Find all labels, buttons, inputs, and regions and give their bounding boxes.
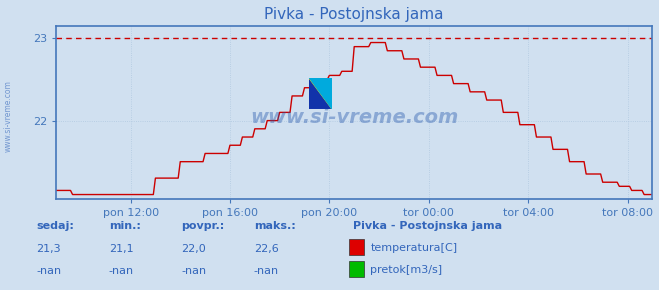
Text: 21,1: 21,1 (109, 244, 133, 254)
Text: sedaj:: sedaj: (36, 221, 74, 231)
Text: 22,6: 22,6 (254, 244, 279, 254)
Text: Pivka - Postojnska jama: Pivka - Postojnska jama (353, 221, 501, 231)
Text: www.si-vreme.com: www.si-vreme.com (3, 80, 13, 152)
Text: 22,0: 22,0 (181, 244, 206, 254)
Text: -nan: -nan (36, 266, 61, 276)
Text: maks.:: maks.: (254, 221, 295, 231)
Text: -nan: -nan (181, 266, 206, 276)
Text: temperatura[C]: temperatura[C] (370, 243, 457, 253)
Text: 21,3: 21,3 (36, 244, 61, 254)
Text: -nan: -nan (109, 266, 134, 276)
Text: www.si-vreme.com: www.si-vreme.com (250, 108, 459, 127)
Title: Pivka - Postojnska jama: Pivka - Postojnska jama (264, 7, 444, 22)
Text: pretok[m3/s]: pretok[m3/s] (370, 265, 442, 275)
Text: min.:: min.: (109, 221, 140, 231)
Text: povpr.:: povpr.: (181, 221, 225, 231)
Text: -nan: -nan (254, 266, 279, 276)
